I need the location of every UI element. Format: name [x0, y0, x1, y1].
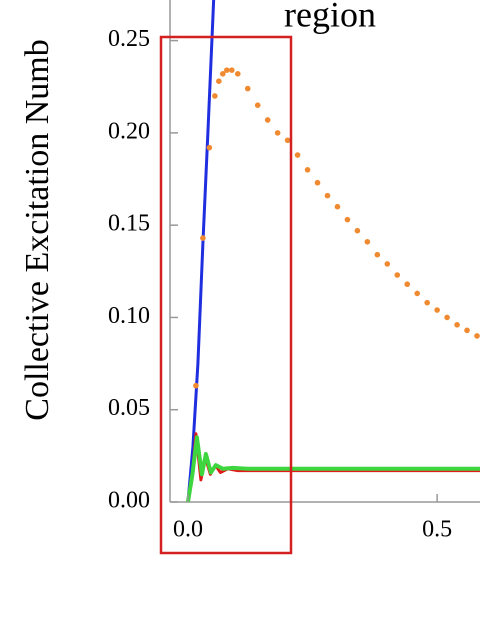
highlight-box	[159, 35, 293, 555]
data-point	[212, 93, 218, 99]
data-point	[324, 192, 331, 199]
data-point	[314, 179, 321, 186]
data-point	[354, 227, 361, 234]
y-tick-label: 0.20	[108, 118, 150, 144]
data-point	[229, 67, 235, 73]
y-axis-label: Collective Excitation Numb	[19, 39, 56, 420]
data-point	[244, 85, 251, 92]
data-point	[224, 67, 230, 73]
data-point	[424, 299, 430, 306]
data-point	[394, 272, 401, 278]
data-point	[344, 216, 351, 223]
y-tick-label: 0.15	[108, 211, 150, 237]
x-tick-label: 0.0	[173, 517, 203, 543]
data-point	[454, 322, 460, 328]
data-point	[414, 290, 421, 297]
data-point	[294, 152, 301, 158]
y-tick-label: 0.05	[108, 395, 150, 421]
data-point	[234, 71, 241, 77]
data-point	[404, 281, 411, 288]
data-line	[185, 435, 480, 503]
data-point	[264, 117, 271, 123]
y-tick-label: 0.25	[108, 26, 150, 52]
data-point	[334, 203, 341, 210]
data-point	[364, 238, 371, 245]
data-point	[384, 261, 391, 267]
data-point	[274, 130, 281, 136]
y-tick-label: 0.00	[108, 488, 150, 514]
data-point	[304, 166, 311, 173]
data-point	[474, 333, 480, 339]
data-point	[200, 235, 206, 241]
y-tick-label: 0.10	[108, 303, 150, 329]
data-point	[220, 71, 226, 77]
data-point	[216, 78, 222, 85]
data-point	[284, 137, 291, 144]
data-point	[374, 251, 381, 258]
x-tick-label: 0.5	[422, 517, 452, 543]
data-point	[464, 327, 470, 334]
data-point	[206, 144, 213, 151]
annotation: region	[284, 0, 376, 34]
data-point	[254, 102, 261, 108]
plot-area	[185, 0, 480, 503]
data-line	[186, 0, 216, 503]
data-point	[193, 382, 199, 389]
data-point	[444, 314, 450, 321]
data-point	[434, 307, 440, 313]
